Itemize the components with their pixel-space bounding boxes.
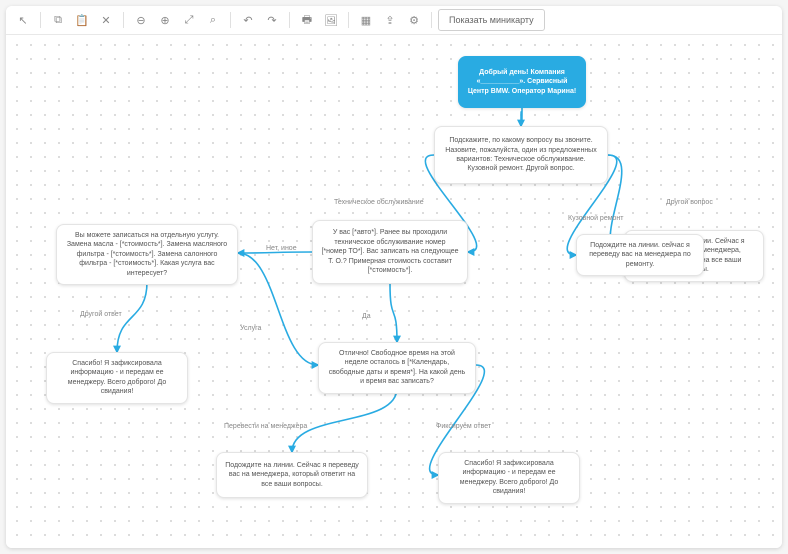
edge-label: Другой вопрос <box>664 198 715 207</box>
node-thanks1[interactable]: Спасибо! Я зафиксировала информацию - и … <box>46 352 188 404</box>
tool-settings-icon[interactable]: ⚙ <box>403 10 425 30</box>
edge <box>238 253 318 365</box>
tool-cursor-icon[interactable]: ↖ <box>12 10 34 30</box>
node-ok[interactable]: Отлично! Свободное время на этой неделе … <box>318 342 476 394</box>
edge <box>292 388 397 452</box>
tool-copy-icon[interactable]: ⧉ <box>47 10 69 30</box>
tool-paste-icon[interactable]: 📋 <box>71 10 93 30</box>
edge-label: Нет, иное <box>264 244 299 253</box>
tool-grid-icon[interactable]: ▦ <box>355 10 377 30</box>
tool-fit-icon[interactable]: ⤢ <box>178 10 200 30</box>
node-body[interactable]: Подождите на линии. сейчас я переведу ва… <box>576 234 704 276</box>
node-thanks2[interactable]: Спасибо! Я зафиксировала информацию - и … <box>438 452 580 504</box>
edge <box>521 108 522 126</box>
tool-redo-icon[interactable]: ↷ <box>261 10 283 30</box>
edge-label: Да <box>360 312 373 321</box>
edge <box>117 282 147 352</box>
node-q[interactable]: Подскажите, по какому вопросу вы звоните… <box>434 126 608 184</box>
toolbar-separator <box>289 12 290 28</box>
node-mgr[interactable]: Подождите на линии. Сейчас я переведу ва… <box>216 452 368 498</box>
edge-label: Перевести на менеджера <box>222 422 309 431</box>
tool-zoom-reset-icon[interactable]: ⌕ <box>202 10 224 30</box>
tool-undo-icon[interactable]: ↶ <box>237 10 259 30</box>
node-root[interactable]: Добрый день! Компания «__________». Серв… <box>458 56 586 108</box>
edge-label: Кузовной ремонт <box>566 214 626 223</box>
app-frame: ↖ ⧉ 📋 ✕ ⊖ ⊕ ⤢ ⌕ ↶ ↷ 🖶 🖼 ▦ ⇪ ⚙ Показать м… <box>6 6 782 548</box>
tool-export-icon[interactable]: ⇪ <box>379 10 401 30</box>
edge-label: Техническое обслуживание <box>332 198 426 207</box>
toolbar: ↖ ⧉ 📋 ✕ ⊖ ⊕ ⤢ ⌕ ↶ ↷ 🖶 🖼 ▦ ⇪ ⚙ Показать м… <box>6 6 782 35</box>
toolbar-separator <box>348 12 349 28</box>
toolbar-separator <box>123 12 124 28</box>
edge <box>238 252 312 253</box>
toolbar-separator <box>40 12 41 28</box>
toolbar-separator <box>230 12 231 28</box>
diagram-canvas[interactable]: Добрый день! Компания «__________». Серв… <box>6 34 782 548</box>
tool-image-icon[interactable]: 🖼 <box>320 10 342 30</box>
edge-label: Услуга <box>238 324 263 333</box>
edge-label: Другой ответ <box>78 310 124 319</box>
tool-zoom-in-icon[interactable]: ⊕ <box>154 10 176 30</box>
edge-label: Фиксируем ответ <box>434 422 493 431</box>
tool-delete-icon[interactable]: ✕ <box>95 10 117 30</box>
toolbar-separator <box>431 12 432 28</box>
edges-layer <box>6 34 782 548</box>
node-to[interactable]: У вас [*авто*]. Ранее вы проходили техни… <box>312 220 468 284</box>
show-minimap-button[interactable]: Показать миникарту <box>438 9 545 31</box>
node-serv[interactable]: Вы можете записаться на отдельную услугу… <box>56 224 238 285</box>
tool-zoom-out-icon[interactable]: ⊖ <box>130 10 152 30</box>
edge <box>390 284 397 342</box>
tool-print-icon[interactable]: 🖶 <box>296 10 318 30</box>
minimap-label: Показать миникарту <box>449 15 534 25</box>
